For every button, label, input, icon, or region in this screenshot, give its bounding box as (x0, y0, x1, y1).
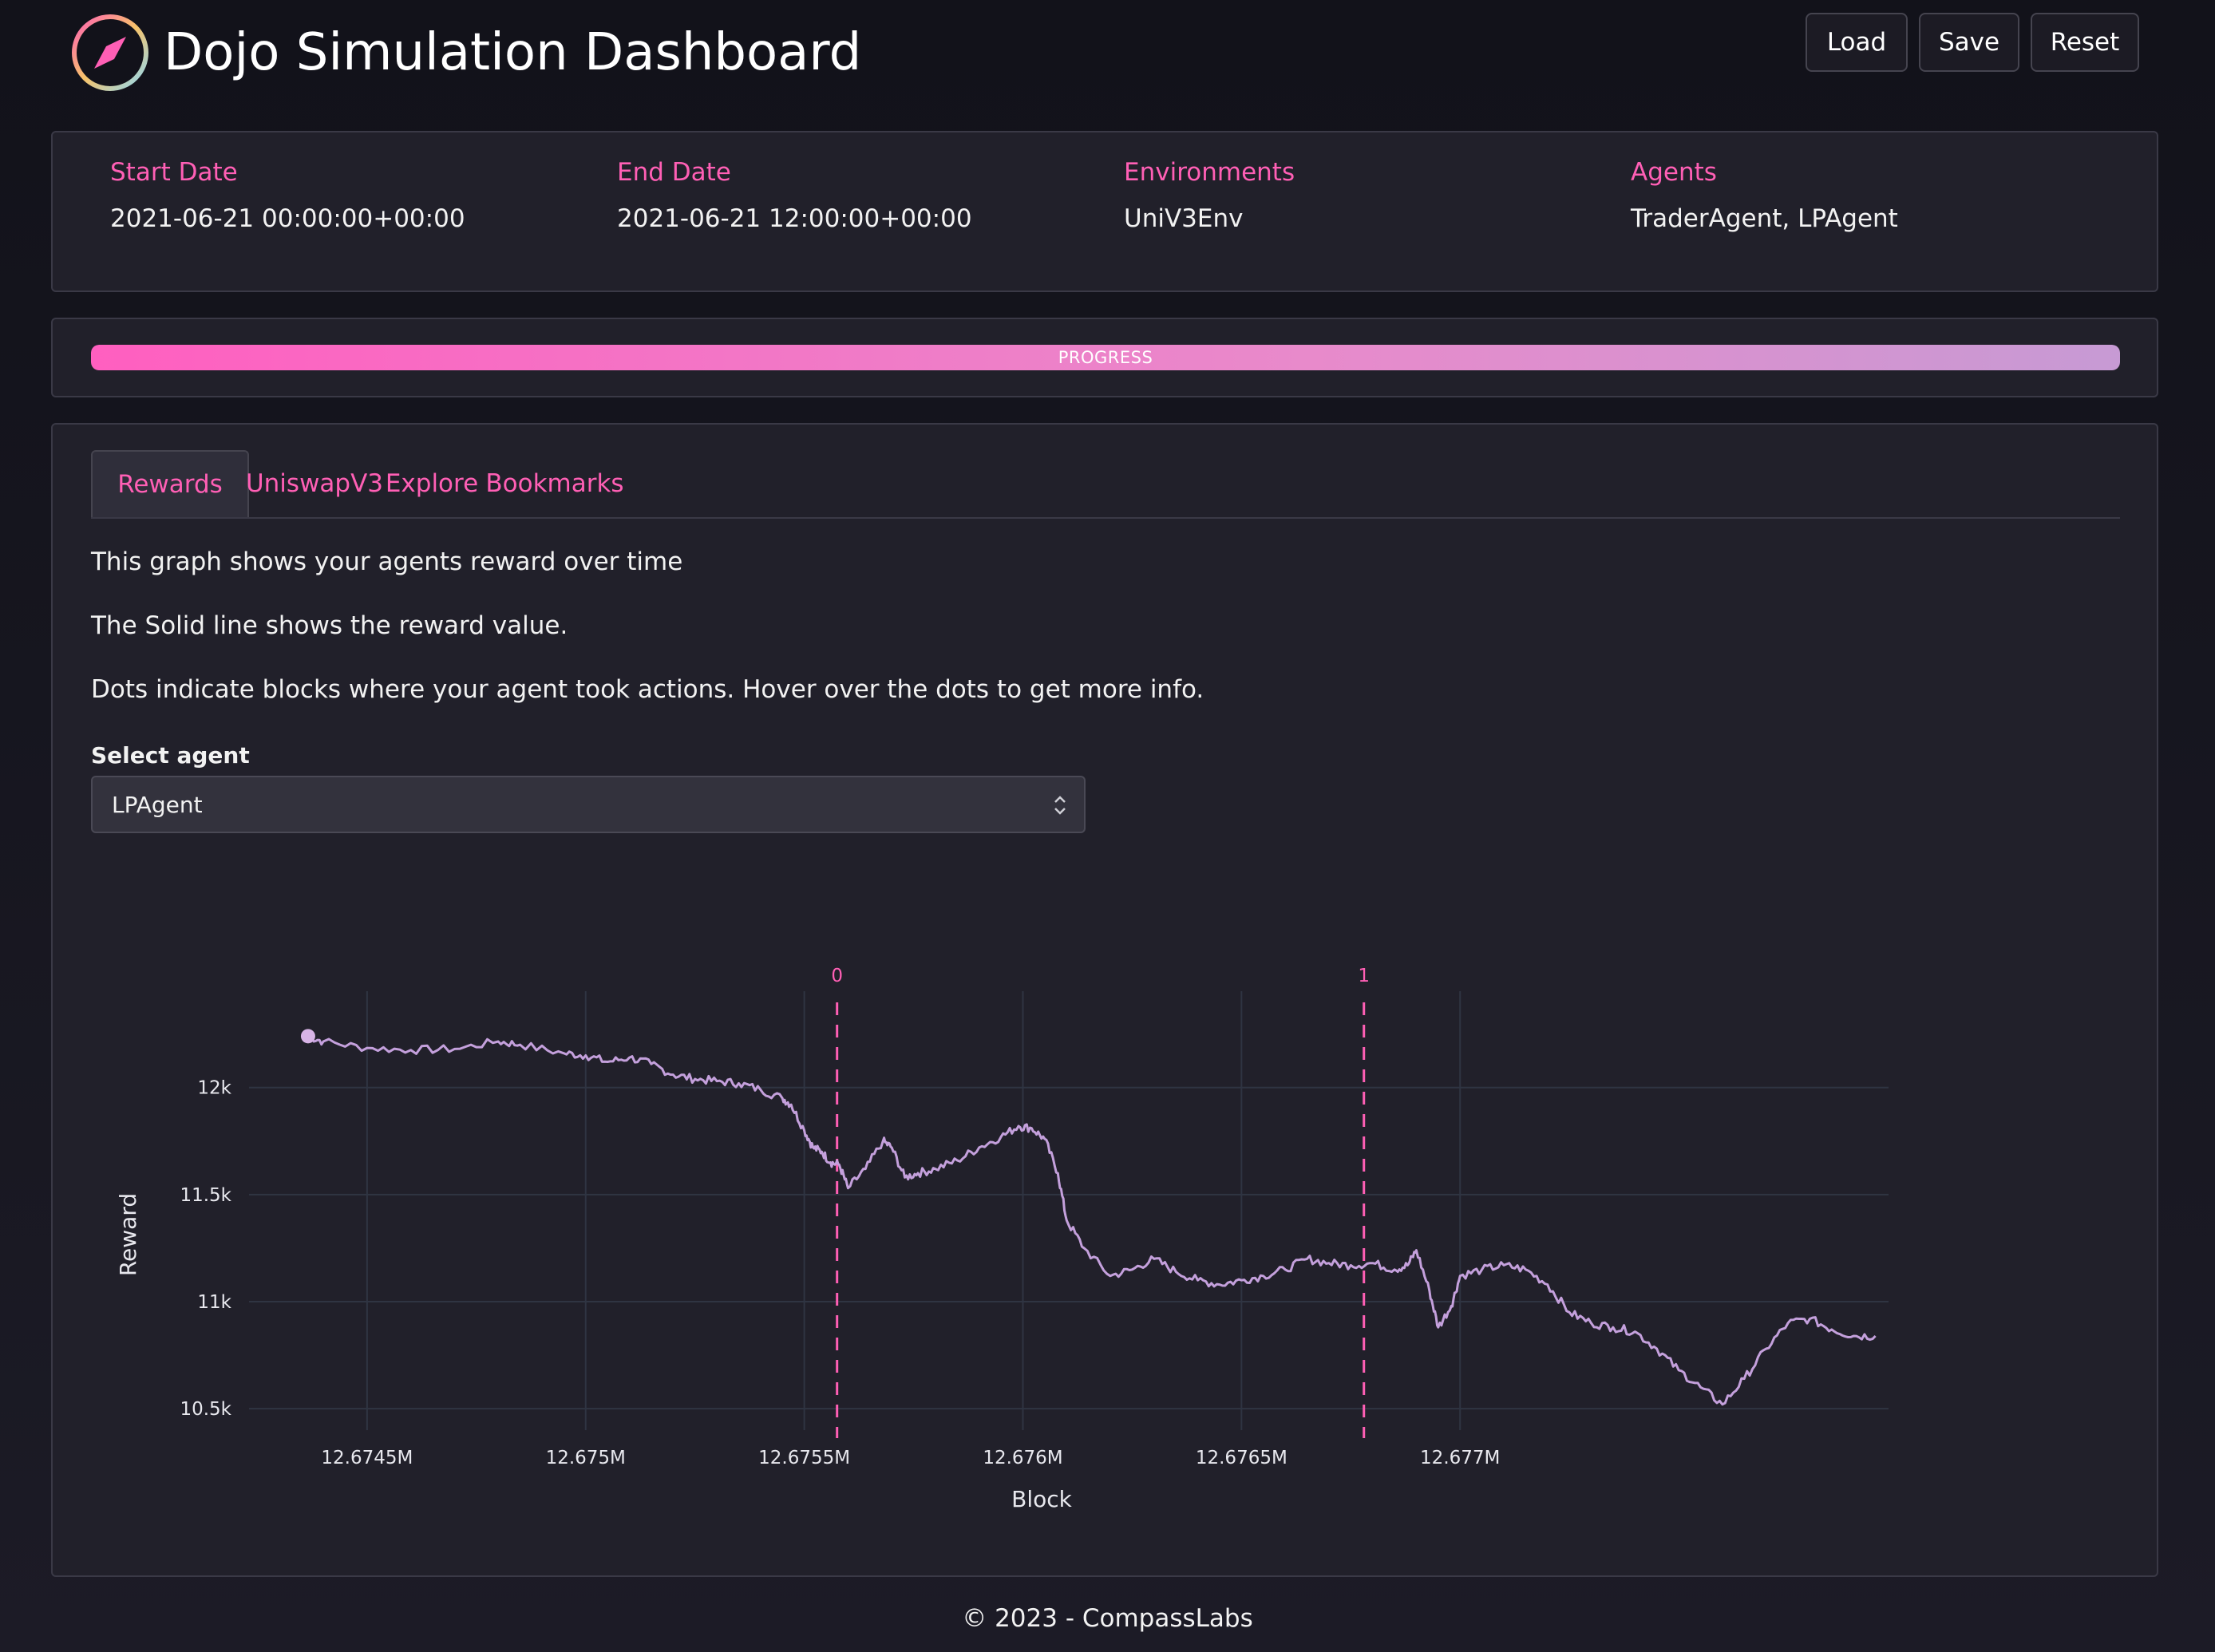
header: Dojo Simulation Dashboard Load Save Rese… (0, 0, 2215, 112)
load-button[interactable]: Load (1806, 13, 1908, 72)
app-title: Dojo Simulation Dashboard (164, 23, 862, 82)
reset-button[interactable]: Reset (2031, 13, 2139, 72)
environments-value: UniV3Env (1124, 204, 1244, 233)
action-marker-label: 1 (1358, 966, 1370, 986)
agents-label: Agents (1631, 158, 1717, 187)
x-tick-label: 12.6755M (758, 1448, 850, 1468)
simulation-info-panel: Start Date 2021-06-21 00:00:00+00:00 End… (51, 131, 2158, 292)
x-tick-label: 12.6765M (1196, 1448, 1287, 1468)
y-tick-label: 10.5k (180, 1399, 231, 1420)
x-axis-title: Block (1011, 1486, 1073, 1512)
agents-value: TraderAgent, LPAgent (1631, 204, 1898, 233)
end-date-value: 2021-06-21 12:00:00+00:00 (617, 204, 972, 233)
start-date-label: Start Date (110, 158, 238, 187)
x-tick-label: 12.676M (983, 1448, 1062, 1468)
environments-info: Environments UniV3Env (1124, 158, 1295, 233)
y-tick-label: 11k (197, 1292, 231, 1313)
agent-select-value: LPAgent (112, 792, 203, 818)
tab-bar: Rewards UniswapV3 Explore Bookmarks (91, 450, 2120, 519)
tab-bookmarks[interactable]: Bookmarks (485, 469, 624, 498)
description-line-3: Dots indicate blocks where your agent to… (91, 675, 1204, 704)
x-tick-label: 12.675M (546, 1448, 626, 1468)
progress-label: PROGRESS (1058, 348, 1153, 367)
environments-label: Environments (1124, 158, 1295, 187)
end-date-info: End Date 2021-06-21 12:00:00+00:00 (617, 158, 972, 233)
x-tick-label: 12.677M (1420, 1448, 1500, 1468)
description-line-2: The Solid line shows the reward value. (91, 611, 568, 640)
progress-fill (91, 345, 2120, 370)
select-agent-label: Select agent (91, 742, 250, 769)
chevron-updown-icon (1054, 796, 1066, 815)
end-date-label: End Date (617, 158, 731, 187)
reward-line (307, 1034, 1877, 1406)
tab-explore[interactable]: Explore (385, 469, 479, 498)
agents-info: Agents TraderAgent, LPAgent (1631, 158, 1898, 233)
action-dot[interactable] (300, 1029, 315, 1044)
y-axis-title: Reward (115, 1193, 141, 1276)
tab-rewards[interactable]: Rewards (91, 450, 249, 517)
x-tick-label: 12.6745M (321, 1448, 413, 1468)
y-tick-label: 11.5k (180, 1185, 231, 1206)
action-marker-label: 0 (831, 966, 843, 986)
save-button[interactable]: Save (1919, 13, 2019, 72)
rewards-panel: Rewards UniswapV3 Explore Bookmarks This… (51, 423, 2158, 1577)
compass-icon (72, 14, 148, 91)
y-tick-label: 12k (197, 1078, 231, 1099)
start-date-info: Start Date 2021-06-21 00:00:00+00:00 (110, 158, 465, 233)
description-line-1: This graph shows your agents reward over… (91, 547, 683, 576)
agent-select[interactable]: LPAgent (91, 776, 1086, 833)
reward-chart: 12.6745M 12.675M 12.6755M 12.676M 12.6765M 12… (115, 966, 1889, 1512)
footer: © 2023 - CompassLabs (962, 1604, 1253, 1633)
tab-uniswapv3[interactable]: UniswapV3 (245, 469, 384, 498)
progress-panel: PROGRESS (51, 318, 2158, 397)
start-date-value: 2021-06-21 00:00:00+00:00 (110, 204, 465, 233)
progress-bar: PROGRESS (91, 345, 2120, 370)
